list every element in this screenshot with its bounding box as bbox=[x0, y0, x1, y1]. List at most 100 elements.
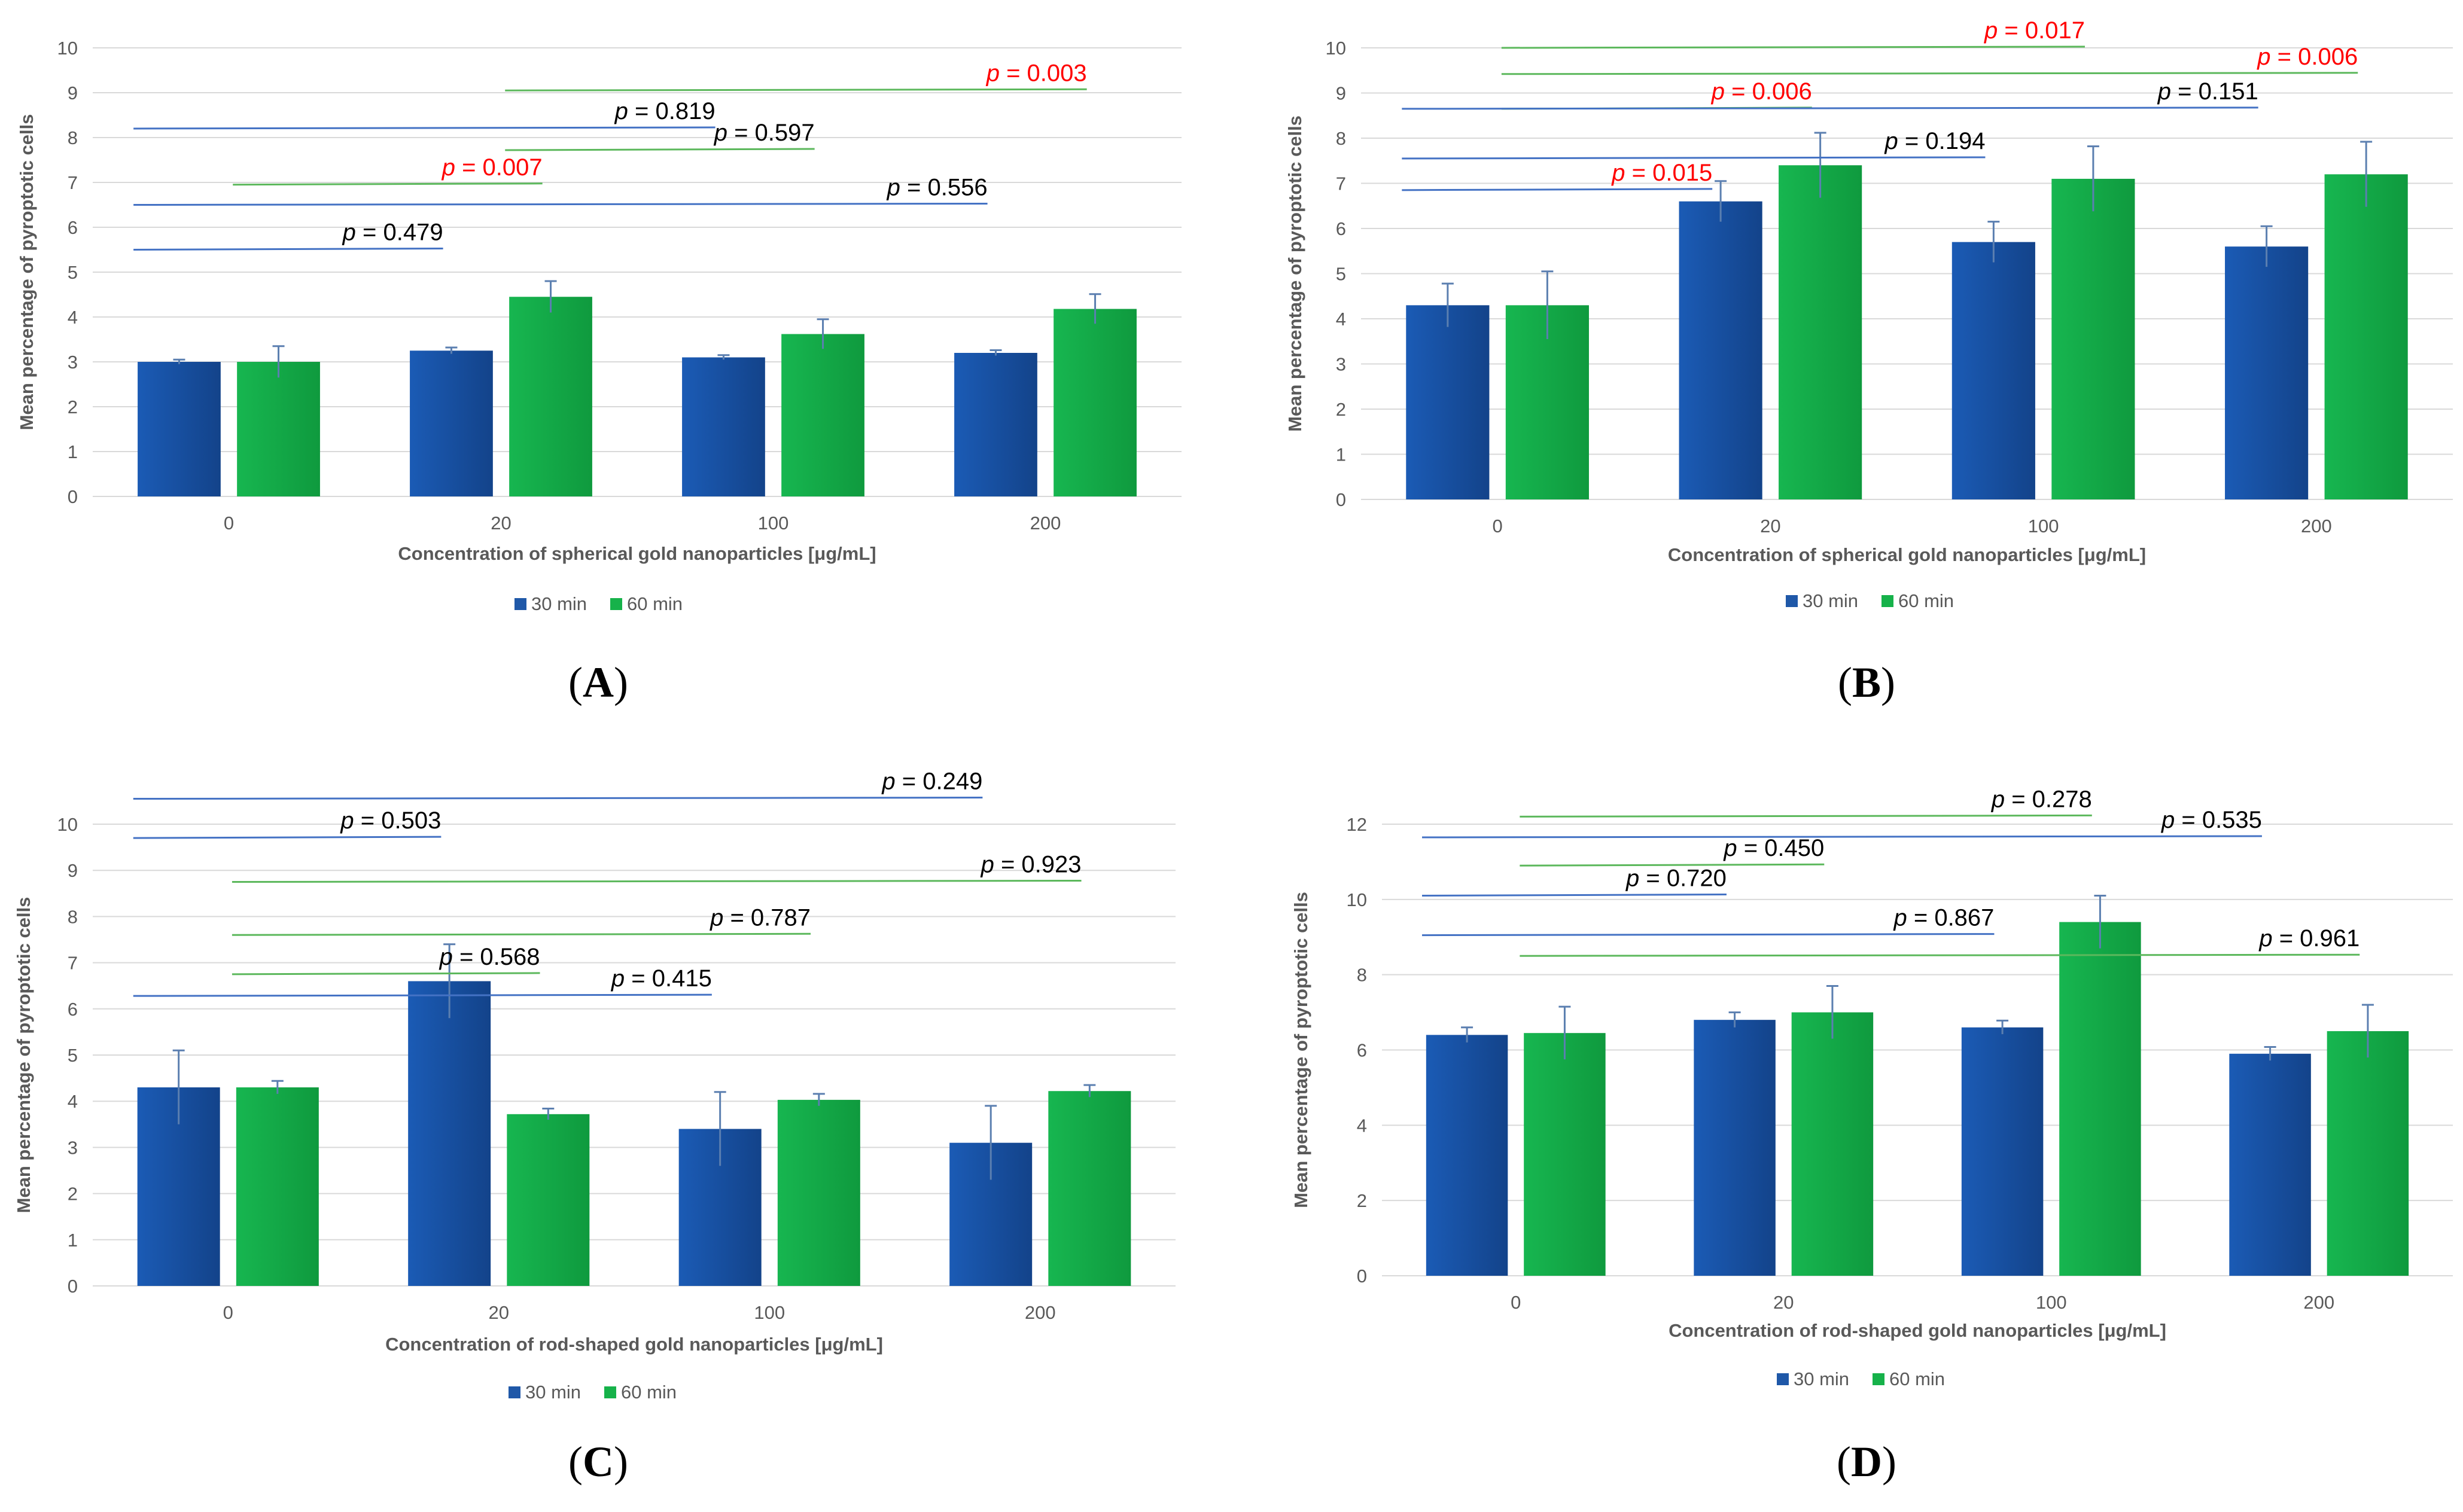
x-axis-title: Concentration of rod-shaped gold nanopar… bbox=[1669, 1320, 2166, 1341]
y-tick-label: 0 bbox=[68, 486, 78, 507]
comparison-line bbox=[1422, 933, 1995, 937]
p-value-label: p = 0.923 bbox=[981, 852, 1082, 878]
y-tick-label: 9 bbox=[1336, 83, 1346, 104]
comparison-line bbox=[133, 836, 442, 839]
comparison-line bbox=[133, 203, 988, 206]
bar-30min bbox=[682, 357, 765, 496]
y-tick-label: 7 bbox=[68, 953, 78, 974]
x-tick-label: 100 bbox=[2028, 516, 2059, 536]
bar-60min bbox=[2324, 174, 2408, 499]
p-value-label: p = 0.278 bbox=[1991, 786, 2092, 812]
comparison-line bbox=[232, 972, 540, 976]
p-value-label: p = 0.450 bbox=[1723, 835, 1824, 861]
y-tick-label: 7 bbox=[1336, 173, 1346, 194]
comparison-line bbox=[505, 88, 1087, 92]
y-tick-label: 5 bbox=[68, 262, 78, 283]
y-tick-label: 3 bbox=[1336, 354, 1346, 375]
bar-60min bbox=[509, 297, 592, 496]
legend-label: 30 min bbox=[525, 1382, 581, 1403]
bar-60min bbox=[1054, 309, 1137, 496]
y-tick-label: 0 bbox=[1357, 1266, 1367, 1287]
y-tick-label: 8 bbox=[1357, 965, 1367, 986]
bar-30min bbox=[408, 981, 491, 1286]
y-tick-label: 6 bbox=[1336, 218, 1346, 239]
legend-swatch bbox=[1777, 1373, 1789, 1385]
bar-60min bbox=[237, 362, 320, 496]
p-value-label: p = 0.003 bbox=[986, 60, 1087, 86]
chart-panel-2: 0 1 2 3 4 5 6 7 8 9 10 Mean percentage of pyroptoti… bbox=[1284, 17, 2453, 706]
p-value-label: p = 0.007 bbox=[442, 154, 543, 181]
y-tick-label: 7 bbox=[68, 172, 78, 193]
y-tick-label: 4 bbox=[1357, 1115, 1367, 1136]
panel-label: (D) bbox=[1837, 1438, 1896, 1486]
comparison-line bbox=[133, 993, 712, 997]
legend-swatch bbox=[514, 598, 526, 610]
comparison-line bbox=[1402, 106, 2258, 110]
panel-label: (B) bbox=[1838, 659, 1895, 706]
bar-60min bbox=[777, 1099, 860, 1286]
p-value-label: p = 0.568 bbox=[439, 944, 540, 970]
y-tick-label: 1 bbox=[68, 1230, 78, 1251]
x-tick-label: 200 bbox=[1030, 513, 1061, 534]
comparison-line bbox=[133, 248, 443, 251]
x-tick-label: 100 bbox=[2036, 1292, 2067, 1313]
y-tick-label: 3 bbox=[68, 352, 78, 373]
x-tick-label: 0 bbox=[1493, 516, 1503, 536]
comparison-line bbox=[1501, 72, 2358, 75]
legend-swatch bbox=[604, 1386, 616, 1398]
y-axis-title: Mean percentage of pyroptotic cells bbox=[13, 897, 34, 1214]
legend-swatch bbox=[610, 598, 622, 610]
p-value-label: p = 0.503 bbox=[340, 807, 441, 834]
y-tick-label: 10 bbox=[57, 814, 78, 835]
bar-60min bbox=[1779, 165, 1862, 499]
bar-30min bbox=[138, 362, 221, 496]
comparison-line bbox=[232, 880, 1082, 883]
p-value-label: p = 0.867 bbox=[1893, 905, 1994, 931]
chart-panel-3: 0 1 2 3 4 5 6 7 8 9 10 Mean percentage of pyroptoti… bbox=[13, 769, 1176, 1486]
x-tick-label: 100 bbox=[758, 513, 789, 534]
y-axis-title: Mean percentage of pyroptotic cells bbox=[1284, 115, 1305, 432]
y-tick-label: 10 bbox=[57, 38, 78, 59]
comparison-line bbox=[505, 148, 815, 151]
comparison-line bbox=[1422, 894, 1727, 897]
comparison-line bbox=[133, 797, 983, 800]
comparison-line bbox=[232, 932, 811, 936]
y-tick-label: 4 bbox=[68, 307, 78, 328]
y-tick-label: 10 bbox=[1326, 38, 1346, 59]
bar-30min bbox=[1679, 201, 1762, 499]
bar-60min bbox=[2051, 178, 2135, 499]
legend-label: 30 min bbox=[531, 593, 587, 614]
bar-60min bbox=[2059, 922, 2141, 1276]
comparison-line bbox=[1402, 156, 1986, 160]
x-tick-label: 100 bbox=[754, 1302, 785, 1323]
y-tick-label: 12 bbox=[1347, 814, 1367, 835]
y-tick-label: 8 bbox=[68, 906, 78, 927]
y-tick-label: 6 bbox=[68, 217, 78, 238]
y-tick-label: 2 bbox=[68, 1184, 78, 1205]
comparison-line bbox=[233, 182, 543, 186]
x-tick-label: 0 bbox=[1511, 1292, 1521, 1313]
y-tick-label: 10 bbox=[1347, 889, 1367, 910]
p-value-label: p = 0.819 bbox=[614, 98, 716, 124]
legend-swatch bbox=[1873, 1373, 1884, 1385]
x-tick-label: 20 bbox=[491, 513, 511, 534]
comparison-line bbox=[1520, 814, 2092, 818]
y-axis-title: Mean percentage of pyroptotic cells bbox=[16, 114, 37, 431]
comparison-line bbox=[1422, 835, 2262, 839]
y-axis-title: Mean percentage of pyroptotic cells bbox=[1290, 892, 1311, 1208]
bar-30min bbox=[1694, 1020, 1776, 1276]
y-tick-label: 2 bbox=[68, 397, 78, 417]
legend-swatch bbox=[509, 1386, 520, 1398]
x-tick-label: 20 bbox=[1773, 1292, 1794, 1313]
p-value-label: p = 0.415 bbox=[611, 965, 712, 992]
legend-label: 30 min bbox=[1803, 590, 1858, 611]
p-value-label: p = 0.017 bbox=[1984, 17, 2085, 44]
bar-60min bbox=[2327, 1031, 2409, 1276]
legend-label: 60 min bbox=[627, 593, 683, 614]
y-tick-label: 3 bbox=[68, 1137, 78, 1158]
comparison-line bbox=[1520, 863, 1825, 867]
p-value-label: p = 0.015 bbox=[1611, 160, 1712, 186]
chart-panel-1: 0 1 2 3 4 5 6 7 8 9 10 Mean percentage of pyroptoti… bbox=[16, 38, 1182, 706]
bar-30min bbox=[1426, 1035, 1508, 1276]
